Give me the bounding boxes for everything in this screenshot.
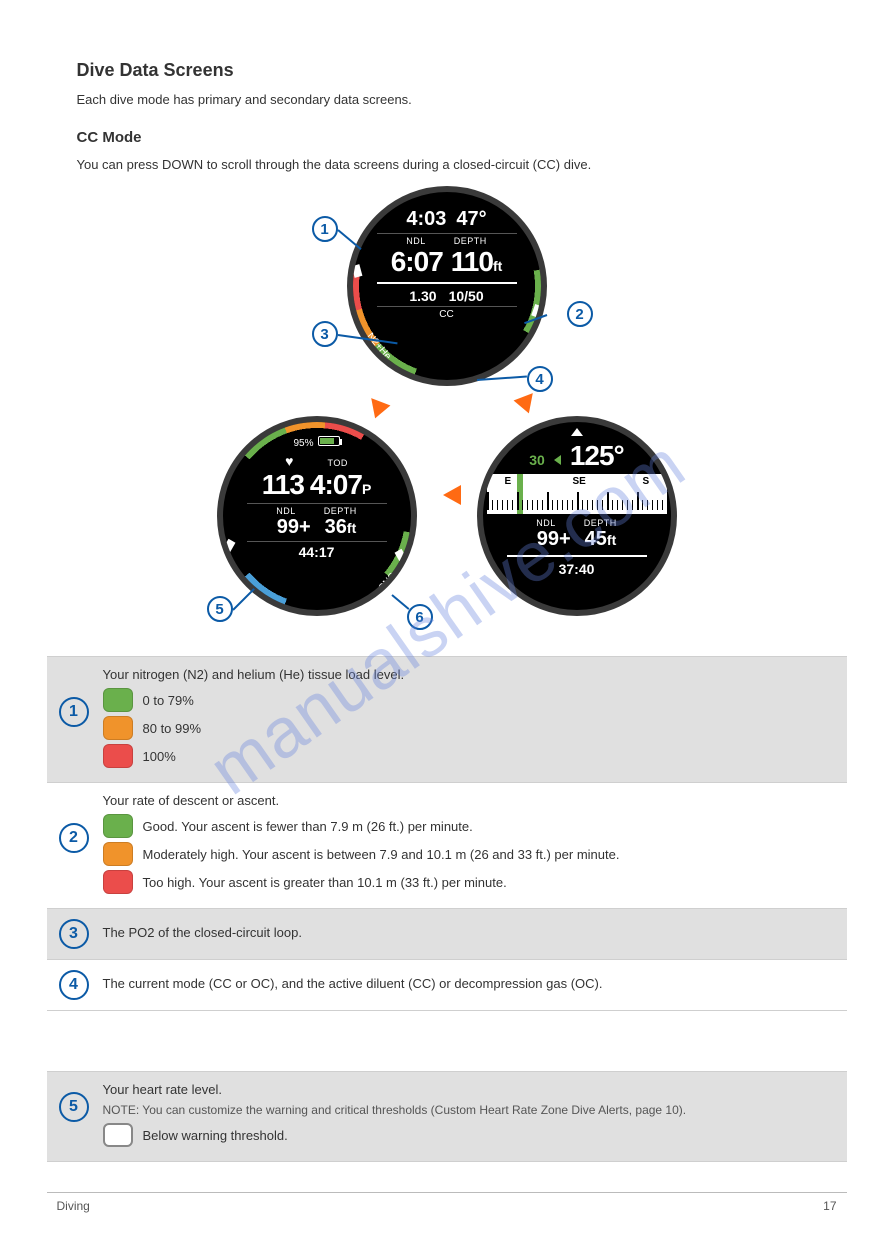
cycle-arrow-icon (363, 392, 390, 419)
legend-row-4: 4 The current mode (CC or OC), and the a… (47, 960, 847, 1011)
callout-4: 4 (527, 366, 553, 392)
legend-badge-2: 2 (59, 823, 89, 853)
l2-red: Too high. Your ascent is greater than 10… (143, 875, 507, 890)
w1-ppo2: 1.30 (409, 288, 436, 304)
north-triangle-icon (571, 428, 583, 436)
l1-red: 100% (143, 749, 176, 764)
w2-hr: 113 (262, 469, 304, 501)
watch-diagram: 4:03 47° NDL DEPTH 6:07 110ft 1.30 (217, 186, 677, 636)
compass-se: SE (573, 476, 586, 487)
w3-ndl-label: NDL (536, 518, 556, 528)
cycle-arrow-icon (443, 485, 461, 505)
w1-mode: CC (439, 309, 453, 320)
legend-badge-4: 4 (59, 970, 89, 1000)
w2-depth-unit: ft (347, 520, 356, 536)
swatch-orange-icon (103, 716, 133, 740)
w3-offset: 30 (529, 452, 545, 468)
legend-row-3: 3 The PO2 of the closed-circuit loop. (47, 909, 847, 960)
l2-intro: Your rate of descent or ascent. (103, 793, 835, 808)
legend-row-5: 5 Your heart rate level. NOTE: You can c… (47, 1071, 847, 1162)
callout-6: 6 (407, 604, 433, 630)
w2-tod: 4:07 (310, 469, 362, 500)
l5-white: Below warning threshold. (143, 1128, 288, 1143)
heart-icon: ♥ (285, 453, 293, 469)
w2-depth: 36 (325, 516, 347, 538)
w3-depth-label: DEPTH (584, 518, 617, 528)
swatch-green-icon (103, 688, 133, 712)
compass-s: S (643, 476, 650, 487)
w3-depth: 45 (585, 528, 607, 550)
w2-depth-label: DEPTH (324, 506, 357, 516)
compass-strip: E SE S (487, 474, 667, 514)
w2-ndl-label: NDL (276, 506, 296, 516)
swatch-red-icon (103, 744, 133, 768)
w2-bottom: 44:17 (299, 544, 335, 560)
l2-green: Good. Your ascent is fewer than 7.9 m (2… (143, 819, 473, 834)
w3-depth-unit: ft (607, 532, 616, 548)
l5-intro: Your heart rate level. (103, 1082, 835, 1097)
callout-1: 1 (312, 216, 338, 242)
l3-text: The PO2 of the closed-circuit loop. (103, 919, 835, 940)
w3-heading: 125° (570, 440, 624, 472)
swatch-red-icon (103, 870, 133, 894)
swatch-white-icon (103, 1123, 133, 1147)
swatch-green-icon (103, 814, 133, 838)
compass-e: E (505, 476, 512, 487)
legend-row-1: 1 Your nitrogen (N2) and helium (He) tis… (47, 657, 847, 783)
w3-bottom: 37:40 (559, 561, 595, 577)
legend-badge-5: 5 (59, 1092, 89, 1122)
watch-face-2: 95% ♥ TOD 113 4:07P NDL DEPTH (217, 416, 417, 616)
w2-tod-suffix: P (362, 481, 371, 497)
section-title: Dive Data Screens (77, 60, 847, 81)
cc-heading: CC Mode (77, 129, 847, 146)
callout-3: 3 (312, 321, 338, 347)
callout-2: 2 (567, 301, 593, 327)
w1-time: 4:03 (406, 208, 446, 231)
cc-text: You can press DOWN to scroll through the… (77, 156, 847, 174)
callout-5: 5 (207, 596, 233, 622)
l1-orange: 80 to 99% (143, 721, 202, 736)
section-intro: Each dive mode has primary and secondary… (77, 91, 847, 109)
w1-diluent: 10/50 (449, 288, 484, 304)
battery-icon (318, 436, 340, 446)
watch-face-3: 30 125° E SE S NDL DEPTH 99+ 45 (477, 416, 677, 616)
w1-temp: 47° (456, 208, 486, 231)
swatch-orange-icon (103, 842, 133, 866)
footer-section: Diving (57, 1199, 90, 1213)
w1-depth-label: DEPTH (454, 236, 487, 246)
legend-row-2: 2 Your rate of descent or ascent. Good. … (47, 783, 847, 909)
l4-text: The current mode (CC or OC), and the act… (103, 970, 835, 991)
w1-depth: 110 (451, 246, 493, 277)
l5-note: NOTE: You can customize the warning and … (103, 1103, 835, 1117)
w2-ndl: 99+ (277, 516, 311, 539)
w1-ndl-label: NDL (406, 236, 426, 246)
footer-page: 17 (823, 1199, 836, 1213)
l2-orange: Moderately high. Your ascent is between … (143, 847, 620, 862)
w2-tod-label: TOD (327, 458, 347, 468)
legend-table: 1 Your nitrogen (N2) and helium (He) tis… (47, 656, 847, 1162)
w1-depth-unit: ft (493, 258, 502, 274)
legend-badge-3: 3 (59, 919, 89, 949)
l1-green: 0 to 79% (143, 693, 194, 708)
offset-arrow-icon (554, 455, 561, 465)
w2-battery-pct: 95% (293, 438, 313, 449)
page-footer: Diving 17 (47, 1199, 847, 1233)
w3-ndl: 99+ (537, 528, 571, 551)
legend-badge-1: 1 (59, 697, 89, 727)
w1-ndl: 6:07 (391, 246, 443, 278)
watch-face-1: 4:03 47° NDL DEPTH 6:07 110ft 1.30 (347, 186, 547, 386)
l1-intro: Your nitrogen (N2) and helium (He) tissu… (103, 667, 835, 682)
